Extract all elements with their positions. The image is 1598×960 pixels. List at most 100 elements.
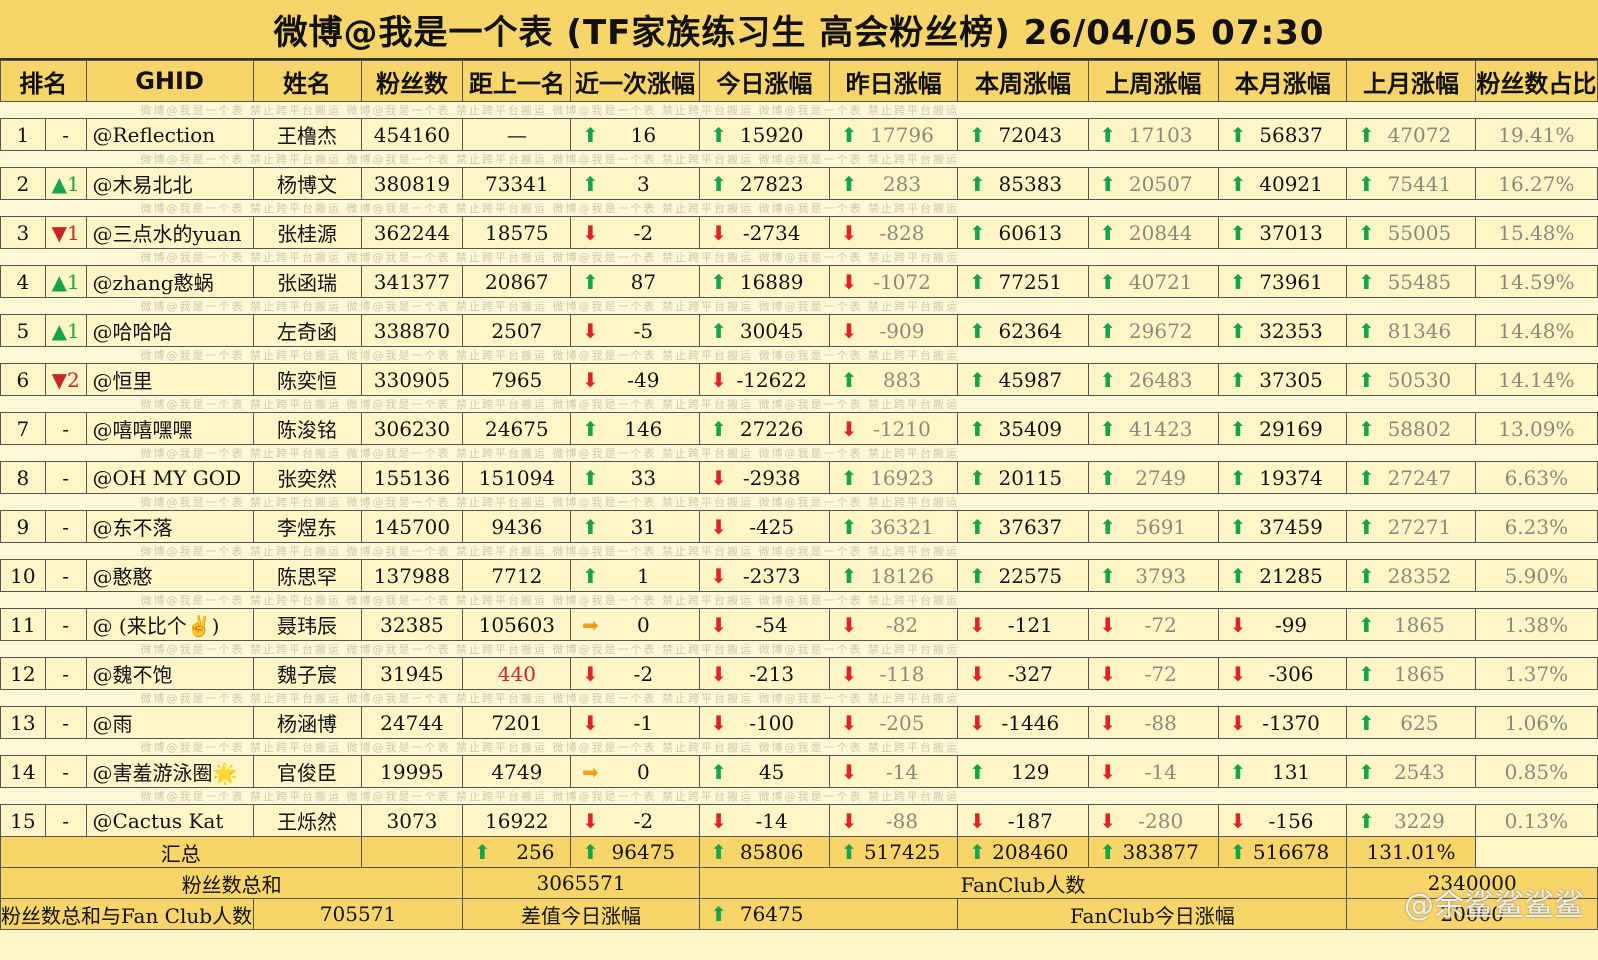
down-arrow-icon: ⬇: [840, 759, 858, 784]
ghid-cell: @zhang憨蜗: [85, 265, 254, 298]
delta-value: -121: [1007, 612, 1053, 637]
delta-value: -1210: [873, 416, 931, 441]
delta-value: 26483: [1128, 367, 1193, 392]
header-month: 本月涨幅: [1218, 60, 1348, 102]
gap-cell: 105603: [462, 608, 572, 641]
up-arrow-icon: ⬆: [1229, 318, 1247, 343]
ghid-cell: @嘻嘻嘿嘿: [85, 412, 254, 445]
month-change-cell: ⬇ -1370: [1218, 706, 1348, 739]
up-arrow-icon: ⬆: [1358, 710, 1375, 735]
up-arrow-icon: ⬆: [1229, 171, 1247, 196]
lastweek-change-cell: ⬆ 41423: [1087, 412, 1220, 445]
ghid-cell: @木易北北: [85, 167, 254, 200]
table-row: 1- @Reflection 王橹杰 454160— ⬆ 16 ⬆ 15920 ⬆ 17796 ⬆ 7…: [0, 118, 1598, 151]
week-change-cell: ⬆ 60613: [957, 216, 1089, 249]
watermark-row: 微博@我是一个表 禁止跨平台搬运 微博@我是一个表 禁止跨平台搬运 微博@我是一…: [0, 444, 1598, 462]
yesterday-change-cell: ⬇ -828: [829, 216, 959, 249]
down-arrow-icon: ⬇: [710, 808, 728, 833]
lastmonth-change-cell: ⬆ 3229: [1346, 804, 1476, 837]
rank-change-cell: ▼1: [44, 216, 87, 249]
delta-value: 41423: [1128, 416, 1193, 441]
up-arrow-icon: ⬆: [581, 416, 599, 441]
week-change-cell: ⬆ 45987: [957, 363, 1089, 396]
table-body: 微博@我是一个表 禁止跨平台搬运 微博@我是一个表 禁止跨平台搬运 微博@我是一…: [0, 101, 1598, 837]
today-change-cell: ⬇ -2734: [698, 216, 831, 249]
delta-value: 16889: [739, 269, 804, 294]
month-change-cell: ⬆ 56837: [1218, 118, 1348, 151]
yesterday-change-cell: ⬇ -1210: [829, 412, 959, 445]
week-change-cell: ⬇ -1446: [957, 706, 1089, 739]
delta-value: 37305: [1259, 367, 1323, 392]
up-arrow-icon: ⬆: [581, 840, 599, 864]
delta-value: 383877: [1122, 840, 1199, 864]
gap-cell: 20867: [462, 265, 572, 298]
up-arrow-icon: ⬆: [968, 514, 986, 539]
fans-share-cell: 1.06%: [1474, 706, 1598, 739]
ghid-cell: @三点水的yuan: [85, 216, 254, 249]
fans-cell: 31945: [360, 657, 464, 690]
watermark-text: 微博@我是一个表 禁止跨平台搬运 微博@我是一个表 禁止跨平台搬运 微博@我是一…: [0, 150, 1598, 168]
lastweek-change-cell: ⬇ -72: [1087, 608, 1220, 641]
recent-change-cell: ➡ 0: [570, 608, 700, 641]
recent-change-cell: ⬇ -49: [570, 363, 700, 396]
delta-value: 129: [1011, 759, 1050, 784]
delta-value: -2734: [742, 220, 801, 245]
name-cell: 李煜东: [252, 510, 362, 543]
up-arrow-icon: ⬆: [1229, 465, 1247, 490]
month-change-cell: ⬇ -306: [1218, 657, 1348, 690]
yesterday-change-cell: ⬆ 283: [829, 167, 959, 200]
delta-value: -1072: [873, 269, 931, 294]
total-fans-value: 3065571: [462, 867, 700, 899]
down-arrow-icon: ⬇: [581, 367, 599, 392]
fans-share-cell: 5.90%: [1474, 559, 1598, 592]
table-row: 2 ▲1 @木易北北 杨博文 380819 73341 ⬆ 3 ⬆ 27823 ⬆ 283 ⬆ 85383…: [0, 167, 1598, 200]
rank-change-cell: -: [44, 461, 87, 494]
watermark-text: 微博@我是一个表 禁止跨平台搬运 微博@我是一个表 禁止跨平台搬运 微博@我是一…: [0, 542, 1598, 560]
ghid-cell: @Reflection: [85, 118, 254, 151]
yesterday-change-cell: ⬆ 18126: [829, 559, 959, 592]
gap-cell: 18575: [462, 216, 572, 249]
fans-share-cell: 1.37%: [1474, 657, 1598, 690]
up-arrow-icon: ⬆: [1229, 269, 1247, 294]
up-arrow-icon: ⬆: [968, 840, 986, 864]
rank-cell: 9: [0, 510, 46, 543]
delta-value: 40921: [1259, 171, 1323, 196]
rank-cell: 13: [0, 706, 46, 739]
rank-cell: 14: [0, 755, 46, 788]
watermark-text: 微博@我是一个表 禁止跨平台搬运 微博@我是一个表 禁止跨平台搬运 微博@我是一…: [0, 493, 1598, 511]
name-cell: 张奕然: [252, 461, 362, 494]
fans-cell: 145700: [360, 510, 464, 543]
up-arrow-icon: ⬆: [840, 514, 858, 539]
delta-value: 283: [882, 171, 922, 196]
up-arrow-icon: ⬆: [581, 122, 599, 147]
up-arrow-icon: ⬆: [710, 416, 728, 441]
gap-cell: 2507: [462, 314, 572, 347]
week-change-cell: ⬆ 77251: [957, 265, 1089, 298]
table-row: 10- @憨憨 陈思罕 137988 7712 ⬆ 1 ⬇ -2373 ⬆ 18126 ⬆ 22575 ⬆…: [0, 559, 1598, 592]
rank-change-cell: -: [44, 559, 87, 592]
delta-value: -2: [633, 808, 654, 833]
lastmonth-change-cell: ⬆ 625: [1346, 706, 1476, 739]
delta-value: 37459: [1259, 514, 1323, 539]
yesterday-change-cell: ⬆ 17796: [829, 118, 959, 151]
ghid-cell: @雨: [85, 706, 254, 739]
delta-value: 1865: [1393, 612, 1445, 637]
yesterday-change-cell: ⬇ -909: [829, 314, 959, 347]
ghid-cell: @OH MY GOD: [85, 461, 254, 494]
summary-recent: ⬆ 256: [462, 836, 572, 868]
table-row: 14- @害羞游泳圈🌟 官俊臣 19995 4749 ➡ 0 ⬆ 45 ⬇ -14 ⬆ 129 ⬇ -14 ⬆…: [0, 755, 1598, 788]
week-change-cell: ⬆ 85383: [957, 167, 1089, 200]
up-arrow-icon: ⬆: [1229, 416, 1247, 441]
fans-cell: 338870: [360, 314, 464, 347]
up-arrow-icon: ⬆: [968, 122, 986, 147]
delta-value: -12622: [736, 367, 807, 392]
delta-value: 85383: [998, 171, 1063, 196]
table-row: 9- @东不落 李煜东 145700 9436 ⬆ 31 ⬇ -425 ⬆ 36321 ⬆ 37637 ⬆…: [0, 510, 1598, 543]
up-arrow-icon: ⬆: [1099, 416, 1117, 441]
watermark-text: 微博@我是一个表 禁止跨平台搬运 微博@我是一个表 禁止跨平台搬运 微博@我是一…: [0, 689, 1598, 707]
table-row: 7- @嘻嘻嘿嘿 陈浚铭 306230 24675 ⬆ 146 ⬆ 27226 ⬇ -1210 ⬆ 35…: [0, 412, 1598, 445]
delta-value: 40721: [1128, 269, 1193, 294]
rank-cell: 2: [0, 167, 46, 200]
down-arrow-icon: ⬇: [1099, 612, 1117, 637]
recent-change-cell: ⬇ -2: [570, 804, 700, 837]
